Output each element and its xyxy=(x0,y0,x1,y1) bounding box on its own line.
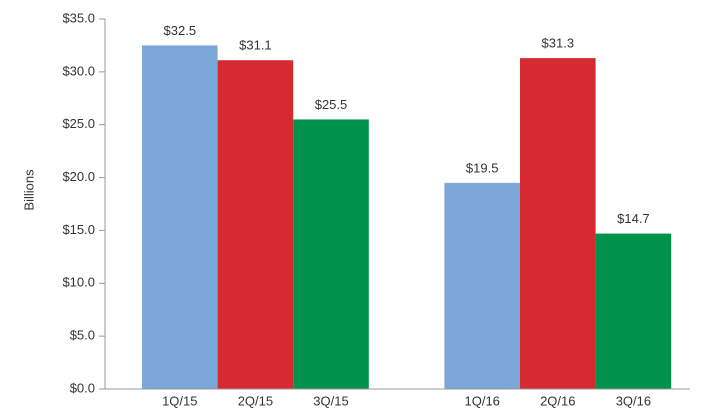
y-tick-label: $35.0 xyxy=(62,10,95,25)
y-tick-label: $10.0 xyxy=(62,275,95,290)
x-tick-label: 3Q/15 xyxy=(313,393,348,408)
x-tick-label: 3Q/16 xyxy=(616,393,651,408)
bar xyxy=(444,182,520,389)
bar xyxy=(217,60,294,389)
data-label: $31.1 xyxy=(239,38,272,53)
data-label: $32.5 xyxy=(164,23,197,38)
data-label: $19.5 xyxy=(466,160,499,175)
bar xyxy=(520,58,596,389)
data-label: $25.5 xyxy=(315,97,348,112)
x-tick-label: 2Q/15 xyxy=(238,393,273,408)
y-tick-label: $30.0 xyxy=(62,63,95,78)
bar xyxy=(142,45,218,390)
bar xyxy=(595,233,672,389)
y-tick-label: $0.0 xyxy=(70,380,95,395)
y-tick-label: $5.0 xyxy=(70,328,95,343)
data-label: $14.7 xyxy=(617,211,650,226)
x-tick-label: 1Q/16 xyxy=(464,393,499,408)
y-axis-label: Billions xyxy=(21,169,36,211)
bar xyxy=(293,119,369,389)
data-label: $31.3 xyxy=(542,36,575,51)
x-tick-label: 2Q/16 xyxy=(540,393,575,408)
y-tick-label: $15.0 xyxy=(62,222,95,237)
x-tick-label: 1Q/15 xyxy=(162,393,197,408)
y-tick-label: $20.0 xyxy=(62,169,95,184)
y-tick-label: $25.0 xyxy=(62,116,95,131)
